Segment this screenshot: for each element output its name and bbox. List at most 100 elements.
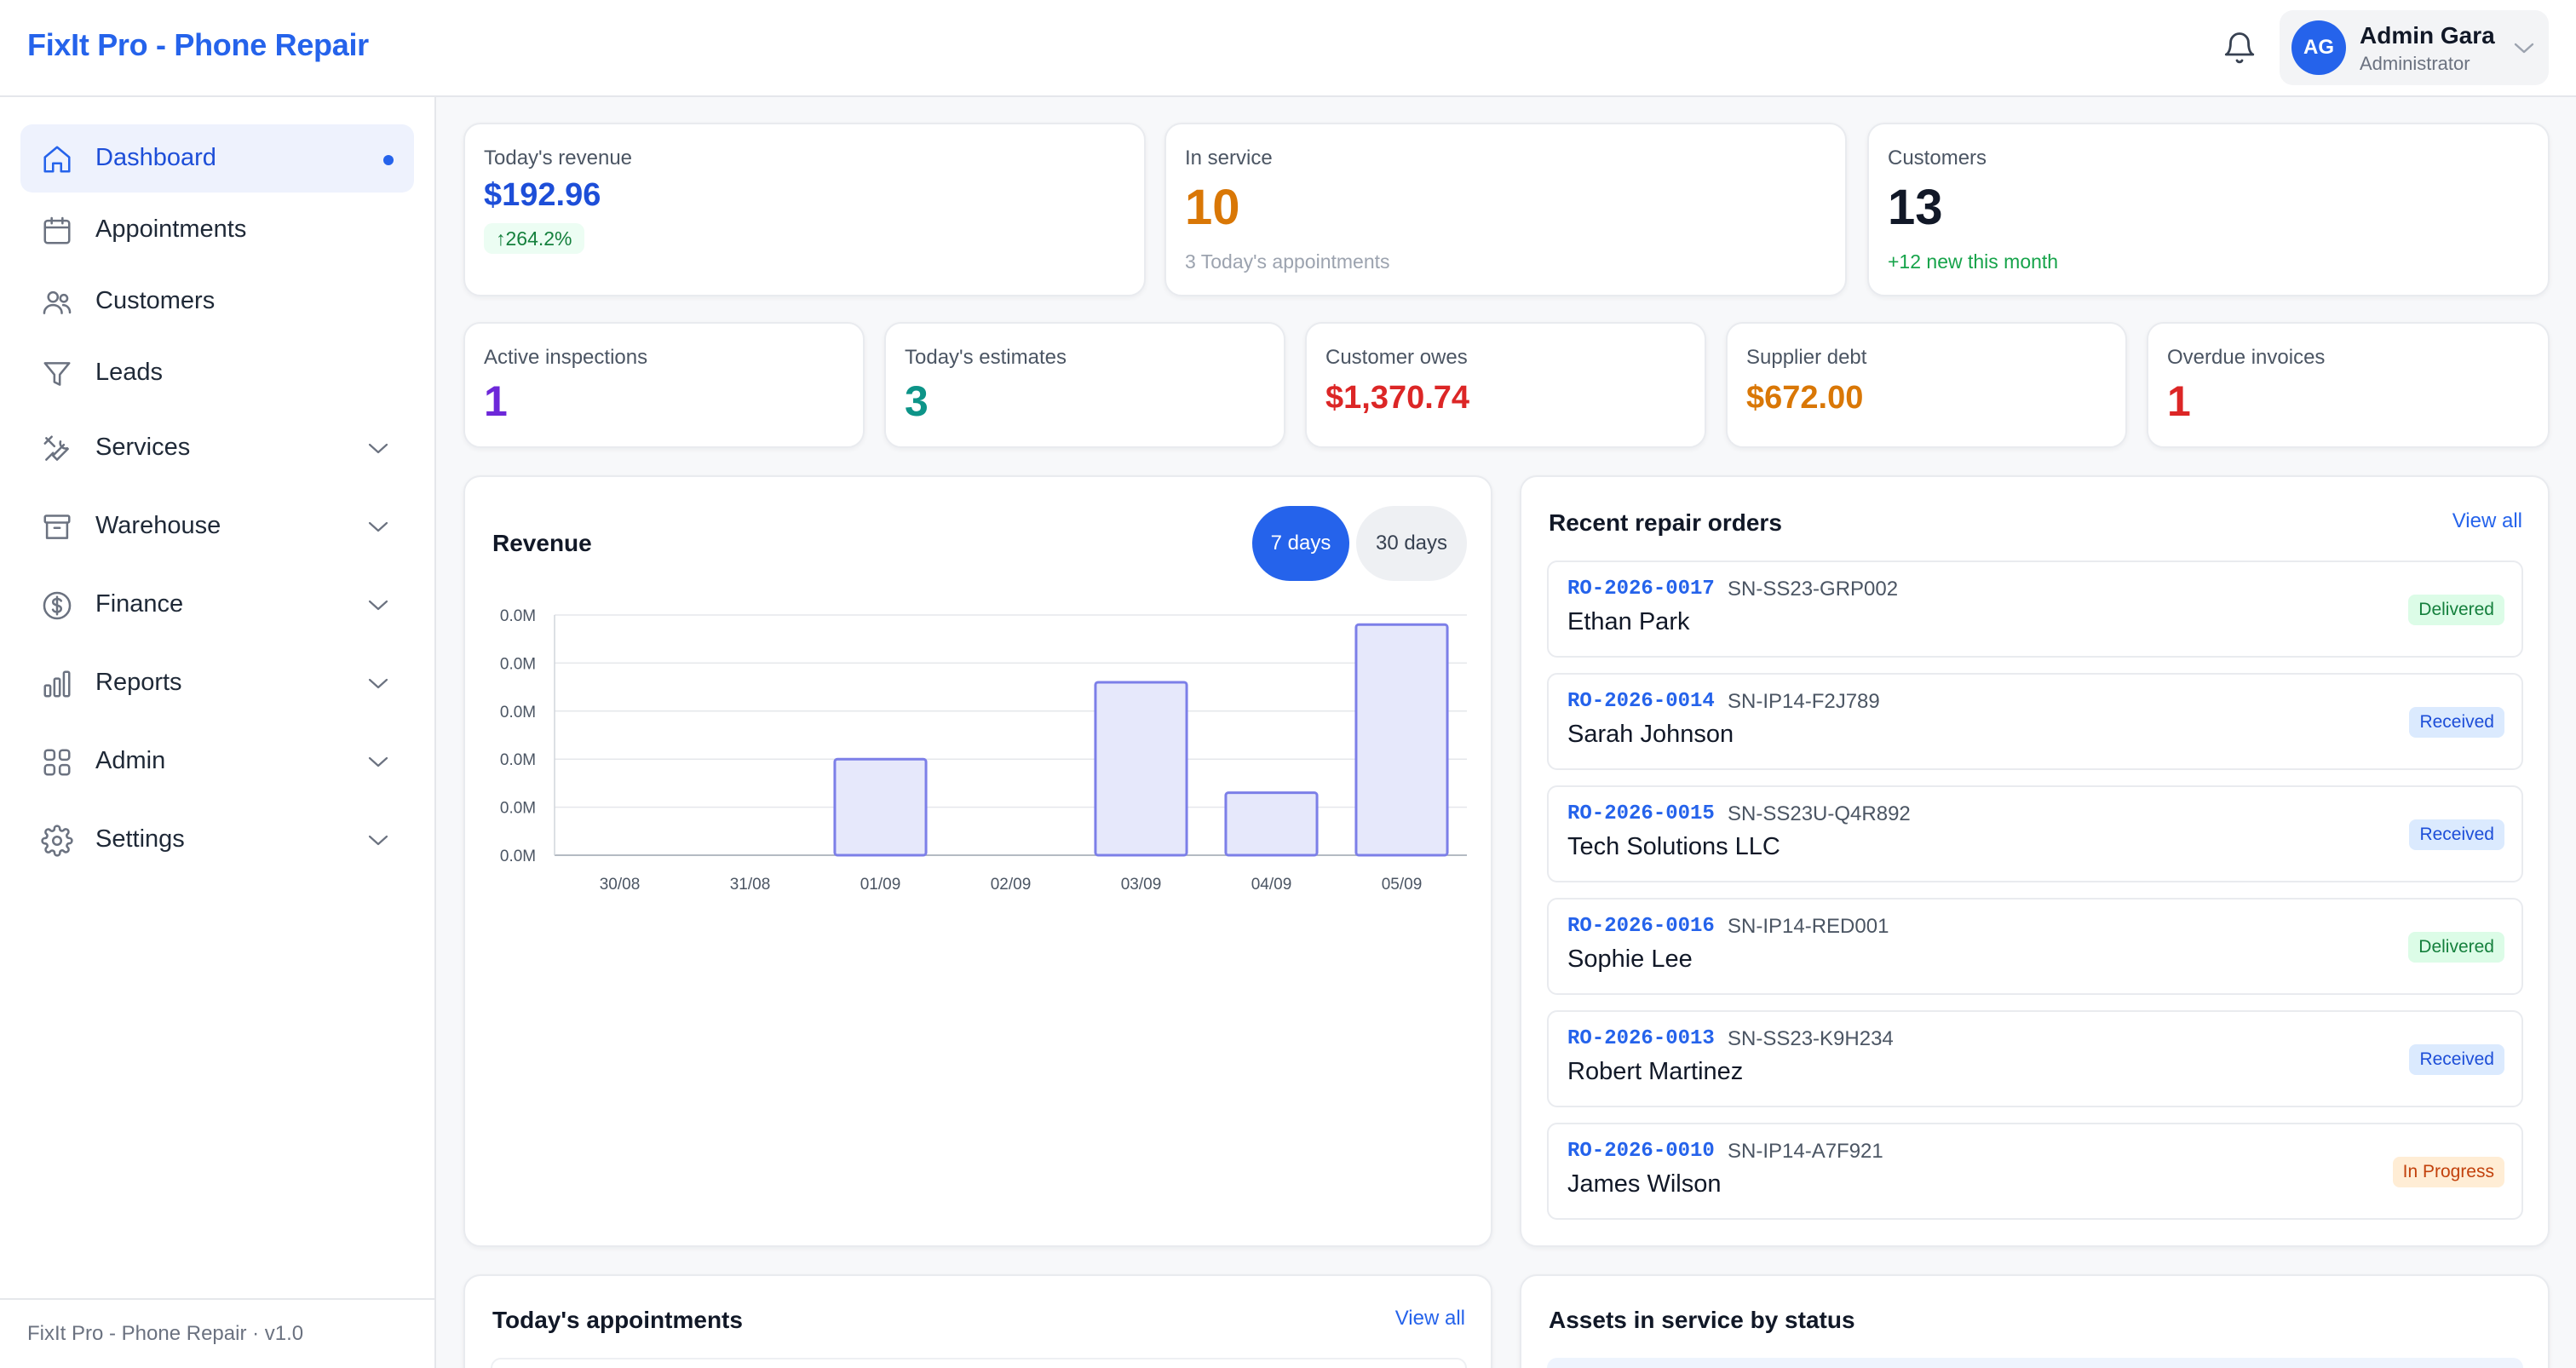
customer-name: Tech Solutions LLC xyxy=(1567,833,1780,860)
range-30-days-button[interactable]: 30 days xyxy=(1356,506,1467,581)
sidebar-item-label: Warehouse xyxy=(95,512,221,539)
sidebar-item-appointments[interactable]: Appointments xyxy=(20,196,414,264)
version-text: FixIt Pro - Phone Repair · v1.0 xyxy=(27,1322,304,1345)
stat-value: 3 xyxy=(905,377,929,425)
chevron-down-icon xyxy=(368,756,388,767)
stat-card-todays-estimates: Today's estimates 3 xyxy=(884,322,1285,448)
order-code[interactable]: RO-2026-0017 xyxy=(1567,578,1715,601)
order-code[interactable]: RO-2026-0014 xyxy=(1567,690,1715,713)
active-indicator xyxy=(383,155,394,165)
order-row[interactable]: RO-2026-0016 SN-IP14-RED001 Sophie Lee D… xyxy=(1547,898,2523,995)
range-7-days-button[interactable]: 7 days xyxy=(1252,506,1349,581)
revenue-card: Revenue 7 days 30 days 0.0M 0.0M 0.0M 0.0M 0… xyxy=(463,475,1492,1247)
customer-name: Ethan Park xyxy=(1567,608,1690,635)
app-title[interactable]: FixIt Pro - Phone Repair xyxy=(27,27,369,62)
order-row[interactable]: RO-2026-0017 SN-SS23-GRP002 Ethan Park D… xyxy=(1547,560,2523,658)
serial-number: SN-SS23-GRP002 xyxy=(1728,578,1899,601)
revenue-chart: 0.0M 0.0M 0.0M 0.0M 0.0M 0.0M 30/08 31/08 01/09 0… xyxy=(500,607,1467,894)
archive-icon xyxy=(43,514,71,539)
status-badge: Delivered xyxy=(2408,932,2504,963)
sidebar-item-label: Settings xyxy=(95,825,185,853)
status-badge: In Progress xyxy=(2392,1157,2504,1187)
order-code[interactable]: RO-2026-0015 xyxy=(1567,802,1715,825)
stat-value: 1 xyxy=(484,377,508,425)
order-row[interactable]: RO-2026-0013 SN-SS23-K9H234 Robert Marti… xyxy=(1547,1010,2523,1107)
user-role: Administrator xyxy=(2360,53,2470,74)
chevron-down-icon xyxy=(368,678,388,689)
sidebar-item-settings[interactable]: Settings xyxy=(20,806,414,874)
sidebar-item-finance[interactable]: Finance xyxy=(20,571,414,639)
view-all-appointments-link[interactable]: View all xyxy=(1394,1307,1465,1330)
chart-bar xyxy=(1354,623,1449,857)
revenue-title: Revenue xyxy=(492,530,592,556)
order-code[interactable]: RO-2026-0013 xyxy=(1567,1027,1715,1050)
sidebar-item-customers[interactable]: Customers xyxy=(20,267,414,336)
gear-icon xyxy=(41,825,73,857)
sidebar: Dashboard Appointments Customers Leads S… xyxy=(0,97,436,1368)
order-row[interactable]: RO-2026-0015 SN-SS23U-Q4R892 Tech Soluti… xyxy=(1547,785,2523,882)
customer-name: Robert Martinez xyxy=(1567,1058,1744,1085)
stat-label: Customer owes xyxy=(1325,346,1468,369)
tools-icon xyxy=(43,435,69,461)
todays-appointments-card: Today's appointments View all xyxy=(463,1274,1492,1368)
chevron-down-icon xyxy=(2514,43,2534,54)
chevron-down-icon xyxy=(368,600,388,611)
sidebar-item-dashboard[interactable]: Dashboard xyxy=(20,124,414,193)
serial-number: SN-IP14-RED001 xyxy=(1728,915,1889,938)
stat-label: Customers xyxy=(1888,147,1987,170)
sidebar-item-label: Dashboard xyxy=(95,144,216,171)
sidebar-item-label: Leads xyxy=(95,359,164,386)
stat-card-in-service: In service 10 3 Today's appointments xyxy=(1164,123,1847,296)
order-code[interactable]: RO-2026-0016 xyxy=(1567,915,1715,938)
y-tick-label: 0.0M xyxy=(500,848,536,865)
x-tick-label: 05/09 xyxy=(1382,876,1423,894)
y-tick-label: 0.0M xyxy=(500,751,536,769)
x-tick-label: 03/09 xyxy=(1121,876,1162,894)
order-row[interactable]: RO-2026-0014 SN-IP14-F2J789 Sarah Johnso… xyxy=(1547,673,2523,770)
status-badge: Received xyxy=(2409,1044,2504,1075)
serial-number: SN-SS23-K9H234 xyxy=(1728,1027,1894,1050)
sidebar-item-label: Reports xyxy=(95,669,182,696)
order-row[interactable]: RO-2026-0010 SN-IP14-A7F921 James Wilson… xyxy=(1547,1123,2523,1220)
y-tick-label: 0.0M xyxy=(500,704,536,721)
x-tick-label: 31/08 xyxy=(730,876,771,894)
chart-bar xyxy=(1094,681,1188,857)
top-header: FixIt Pro - Phone Repair AG Admin Gara A… xyxy=(0,0,2576,97)
sidebar-item-reports[interactable]: Reports xyxy=(20,649,414,717)
stat-value: 13 xyxy=(1888,180,1943,235)
serial-number: SN-IP14-A7F921 xyxy=(1728,1140,1883,1163)
user-menu[interactable]: AG Admin Gara Administrator xyxy=(2280,10,2549,85)
sidebar-item-services[interactable]: Services xyxy=(20,414,414,482)
funnel-icon xyxy=(43,362,71,386)
sidebar-item-admin[interactable]: Admin xyxy=(20,727,414,796)
chevron-down-icon xyxy=(368,835,388,846)
y-tick-label: 0.0M xyxy=(500,800,536,818)
sidebar-item-leads[interactable]: Leads xyxy=(20,339,414,407)
growth-badge: ↑264.2% xyxy=(484,223,584,254)
sidebar-item-label: Appointments xyxy=(95,216,247,243)
customer-name: James Wilson xyxy=(1567,1170,1722,1198)
recent-orders-card: Recent repair orders View all RO-2026-00… xyxy=(1520,475,2550,1247)
x-tick-label: 02/09 xyxy=(991,876,1032,894)
sidebar-footer: FixIt Pro - Phone Repair · v1.0 xyxy=(0,1298,434,1368)
order-code[interactable]: RO-2026-0010 xyxy=(1567,1140,1715,1163)
stat-label: Today's estimates xyxy=(905,346,1067,369)
stat-label: Supplier debt xyxy=(1746,346,1867,369)
customer-name: Sarah Johnson xyxy=(1567,721,1734,748)
stat-card-customer-owes: Customer owes $1,370.74 xyxy=(1305,322,1706,448)
view-all-orders-link[interactable]: View all xyxy=(2452,509,2522,532)
stat-card-today-revenue: Today's revenue $192.96 ↑264.2% xyxy=(463,123,1146,296)
status-badge: Received xyxy=(2409,819,2504,850)
user-name: Admin Gara xyxy=(2360,22,2495,49)
bell-icon[interactable] xyxy=(2222,31,2257,66)
sidebar-item-label: Services xyxy=(95,434,191,461)
stat-value: 1 xyxy=(2167,377,2191,425)
serial-number: SN-SS23U-Q4R892 xyxy=(1728,802,1911,825)
assets-status-card: Assets in service by status xyxy=(1520,1274,2550,1368)
serial-number: SN-IP14-F2J789 xyxy=(1728,690,1880,713)
y-tick-label: 0.0M xyxy=(500,607,536,625)
sidebar-item-warehouse[interactable]: Warehouse xyxy=(20,492,414,560)
sidebar-item-label: Admin xyxy=(95,747,166,774)
stat-card-customers: Customers 13 +12 new this month xyxy=(1867,123,2550,296)
x-tick-label: 04/09 xyxy=(1251,876,1292,894)
